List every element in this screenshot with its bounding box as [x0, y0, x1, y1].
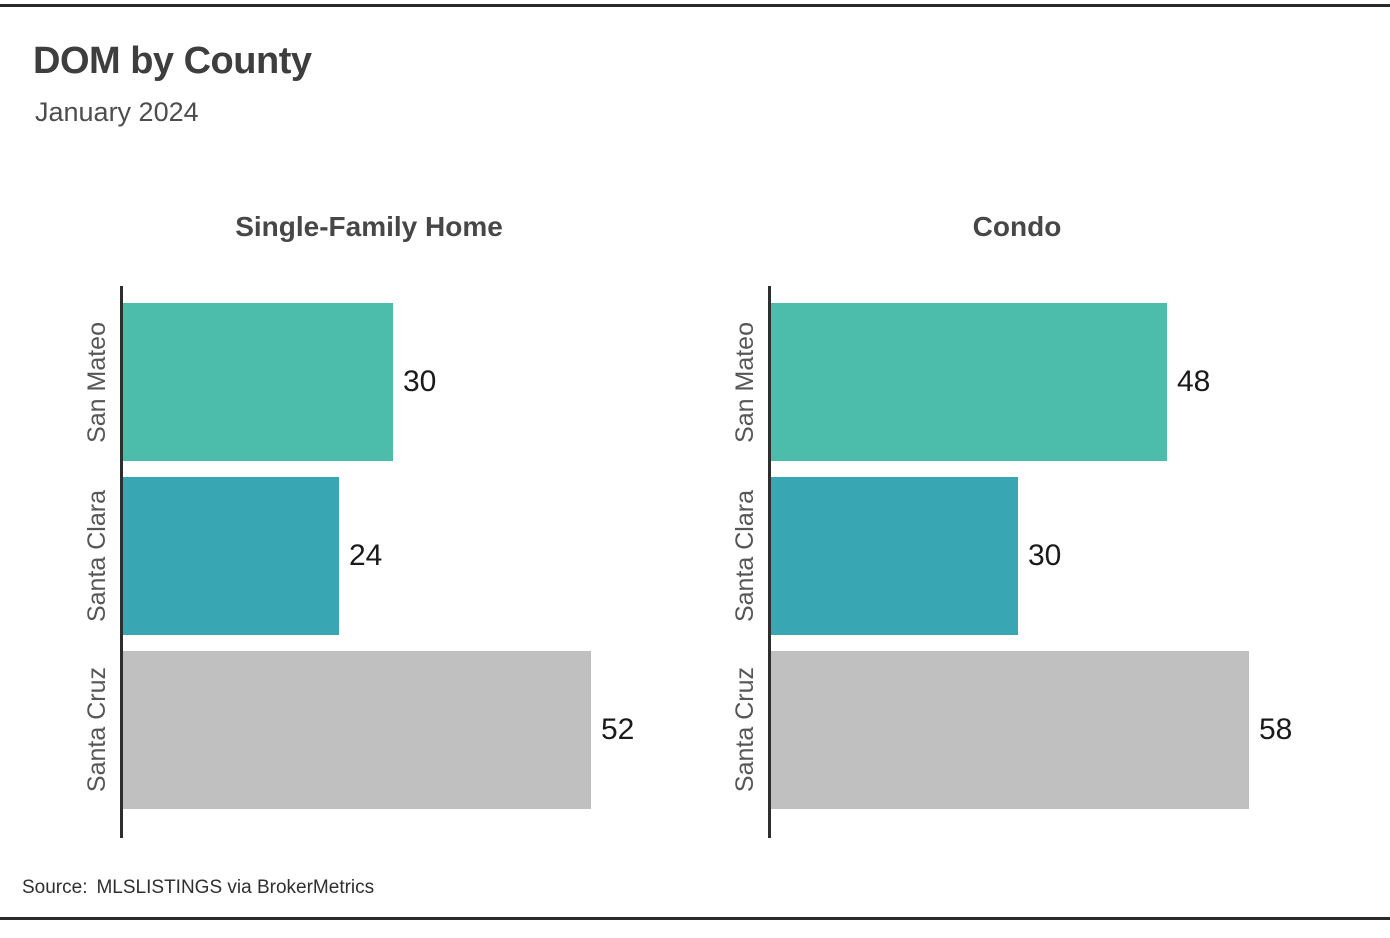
page-subtitle: January 2024 — [35, 97, 199, 127]
category-labels: San Mateo Santa Clara Santa Cruz — [722, 286, 768, 838]
category-label-cell: Santa Clara — [74, 469, 120, 643]
value-label-santa-clara: 30 — [1028, 539, 1062, 572]
bar-row-santa-clara: 24 — [123, 469, 664, 643]
plot-single-family-home: San Mateo Santa Clara Santa Cruz 30 24 52 — [74, 286, 664, 838]
bar-row-san-mateo: 30 — [123, 295, 664, 469]
bar-row-santa-cruz: 58 — [771, 643, 1312, 817]
bar-row-san-mateo: 48 — [771, 295, 1312, 469]
category-label-cell: Santa Cruz — [74, 643, 120, 817]
plot-area: 30 24 52 — [123, 286, 664, 838]
value-label-santa-cruz: 52 — [601, 713, 635, 746]
bar-santa-clara — [123, 477, 339, 635]
bar-santa-cruz — [123, 651, 591, 809]
value-label-san-mateo: 30 — [403, 365, 437, 398]
bottom-rule — [0, 917, 1390, 920]
chart-panel-condo: Condo San Mateo Santa Clara Santa Cruz 48 3… — [722, 211, 1312, 838]
source-attribution: Source: MLSLISTINGS via BrokerMetrics — [22, 877, 374, 899]
chart-panel-single-family-home: Single-Family Home San Mateo Santa Clara S… — [74, 211, 664, 838]
category-label-san-mateo: San Mateo — [82, 321, 111, 443]
category-label-cell: San Mateo — [74, 295, 120, 469]
category-label-santa-cruz: Santa Cruz — [730, 667, 759, 793]
category-label-cell: San Mateo — [722, 295, 768, 469]
category-labels: San Mateo Santa Clara Santa Cruz — [74, 286, 120, 838]
category-label-cell: Santa Clara — [722, 469, 768, 643]
bar-san-mateo — [771, 303, 1167, 461]
category-label-san-mateo: San Mateo — [730, 321, 759, 443]
chart-title-single-family-home: Single-Family Home — [235, 211, 503, 242]
bar-santa-clara — [771, 477, 1018, 635]
bar-san-mateo — [123, 303, 393, 461]
category-label-cell: Santa Cruz — [722, 643, 768, 817]
plot-condo: San Mateo Santa Clara Santa Cruz 48 30 58 — [722, 286, 1312, 838]
plot-area: 48 30 58 — [771, 286, 1312, 838]
top-rule — [0, 4, 1390, 7]
value-label-san-mateo: 48 — [1177, 365, 1211, 398]
bar-row-santa-clara: 30 — [771, 469, 1312, 643]
source-label: Source: — [22, 877, 88, 898]
bar-santa-cruz — [771, 651, 1249, 809]
y-axis-line — [120, 286, 123, 838]
source-text: MLSLISTINGS via BrokerMetrics — [96, 877, 375, 898]
bar-row-santa-cruz: 52 — [123, 643, 664, 817]
page-title: DOM by County — [33, 40, 312, 82]
category-label-santa-cruz: Santa Cruz — [82, 667, 111, 793]
category-label-santa-clara: Santa Clara — [730, 489, 759, 623]
chart-title-condo: Condo — [972, 211, 1062, 242]
y-axis-line — [768, 286, 771, 838]
value-label-santa-cruz: 58 — [1259, 713, 1293, 746]
category-label-santa-clara: Santa Clara — [82, 489, 111, 623]
value-label-santa-clara: 24 — [349, 539, 383, 572]
